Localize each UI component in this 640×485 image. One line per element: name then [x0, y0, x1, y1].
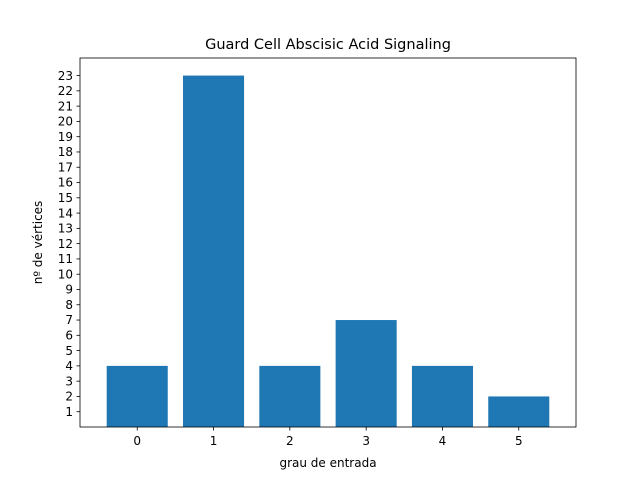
y-tick-label-7: 7 [65, 313, 73, 327]
x-tick-label-1: 1 [210, 434, 218, 448]
y-tick-label-14: 14 [58, 206, 73, 220]
y-tick-label-23: 23 [58, 69, 73, 83]
y-tick-label-18: 18 [58, 145, 73, 159]
y-tick-label-21: 21 [58, 99, 73, 113]
y-tick-label-12: 12 [58, 237, 73, 251]
chart-title: Guard Cell Abscisic Acid Signaling [205, 37, 451, 53]
bars-group [106, 75, 550, 428]
bar-4 [411, 365, 473, 427]
y-tick-label-6: 6 [65, 329, 73, 343]
y-tick-label-19: 19 [58, 130, 73, 144]
x-tick-label-5: 5 [515, 434, 523, 448]
x-ticks-group: 0 1 2 3 4 5 [133, 427, 523, 448]
y-tick-label-20: 20 [58, 115, 73, 129]
x-tick-label-3: 3 [362, 434, 370, 448]
bar-1 [183, 75, 245, 428]
bar-2 [259, 365, 321, 427]
y-axis-label: nº de vértices [31, 201, 45, 285]
y-tick-label-22: 22 [58, 84, 73, 98]
y-tick-label-3: 3 [65, 374, 73, 388]
x-tick-label-0: 0 [133, 434, 141, 448]
bar-3 [335, 320, 397, 427]
y-tick-label-16: 16 [58, 176, 73, 190]
y-tick-label-17: 17 [58, 160, 73, 174]
y-tick-label-4: 4 [65, 359, 73, 373]
y-tick-label-5: 5 [65, 344, 73, 358]
y-tick-label-13: 13 [58, 222, 73, 236]
x-axis-label: grau de entrada [279, 456, 376, 470]
y-tick-label-9: 9 [65, 283, 73, 297]
x-tick-label-2: 2 [286, 434, 294, 448]
y-tick-label-2: 2 [65, 390, 73, 404]
y-tick-label-8: 8 [65, 298, 73, 312]
y-tick-label-1: 1 [65, 405, 73, 419]
bar-5 [488, 396, 550, 427]
y-tick-label-11: 11 [58, 252, 73, 266]
y-tick-label-15: 15 [58, 191, 73, 205]
x-tick-label-4: 4 [439, 434, 447, 448]
y-tick-label-10: 10 [58, 267, 73, 281]
plot-frame [79, 57, 577, 428]
bar-0 [106, 365, 168, 427]
